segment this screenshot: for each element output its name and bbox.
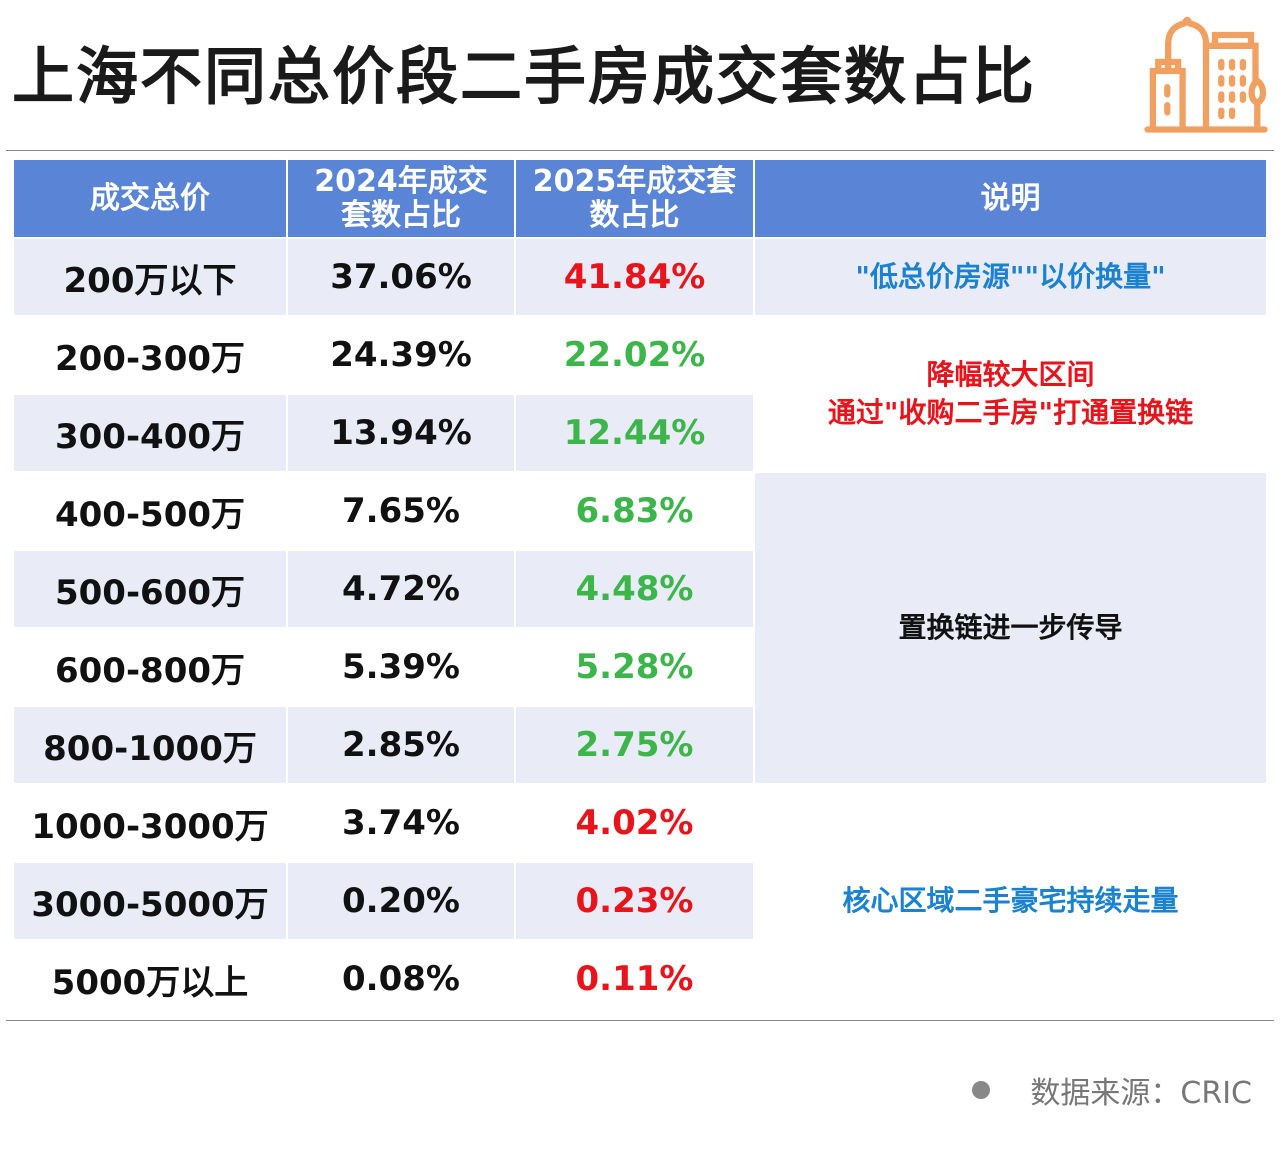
value-2024-cell: 5.39%: [342, 647, 460, 687]
header-line: 数占比: [589, 197, 680, 233]
header-line: 成交总价: [90, 180, 210, 216]
note-line: 降幅较大区间: [926, 358, 1095, 391]
source-note: 数据来源：CRIC: [972, 1068, 1252, 1112]
note-text: 降幅较大区间通过"收购二手房"打通置换链: [828, 356, 1193, 432]
note-text: "低总价房源""以价换量": [855, 258, 1165, 296]
city-buildings-icon: [1144, 16, 1268, 133]
value-2024-cell: 7.65%: [342, 491, 460, 531]
source-text: 数据来源：CRIC: [1030, 1076, 1252, 1111]
bullet-icon: [972, 1081, 991, 1099]
range-cell: 1000-3000万: [31, 806, 269, 847]
value-2025-cell: 41.84%: [516, 239, 753, 315]
column-header: 2025年成交套 数占比: [516, 160, 753, 237]
note-line: 通过"收购二手房"打通置换链: [827, 396, 1194, 429]
range-cell: 500-600万: [14, 551, 286, 627]
range-cell: 600-800万: [54, 650, 246, 691]
value-2024-cell: 4.72%: [288, 551, 514, 627]
column-header: 成交总价: [14, 160, 286, 237]
value-2025-cell: 4.48%: [516, 551, 753, 627]
value-2025-cell: 0.23%: [516, 863, 753, 939]
value-2024-cell: 0.08%: [342, 959, 460, 999]
range-cell: 200万以下: [14, 239, 286, 315]
range-cell: 300-400万: [14, 395, 286, 471]
column-header-text: 2024年成交 套数占比: [314, 163, 488, 233]
note-text: 核心区域二手豪宅持续走量: [842, 882, 1178, 920]
range-cell: 3000-5000万: [14, 863, 286, 939]
header-line: 说明: [980, 180, 1041, 216]
page-title: 上海不同总价段二手房成交套数占比: [12, 40, 1037, 113]
value-2025-cell: 2.75%: [516, 707, 753, 783]
value-2024-cell: 0.20%: [288, 863, 514, 939]
column-header-text: 成交总价: [90, 180, 210, 216]
note-line: 置换链进一步传导: [898, 611, 1123, 644]
top-divider: [6, 150, 1274, 151]
value-2025-cell: 0.11%: [575, 959, 694, 999]
value-2024-cell: 37.06%: [288, 239, 514, 315]
value-2025-cell: 22.02%: [563, 335, 706, 375]
note-cell: "低总价房源""以价换量": [755, 239, 1266, 315]
note-line: 核心区域二手豪宅持续走量: [842, 884, 1179, 917]
range-cell: 200-300万: [54, 338, 246, 379]
note-cell: 置换链进一步传导: [755, 473, 1266, 783]
range-cell: 5000万以上: [51, 962, 249, 1003]
value-2024-cell: 2.85%: [288, 707, 514, 783]
value-2025-cell: 12.44%: [516, 395, 753, 471]
value-2024-cell: 3.74%: [342, 803, 460, 843]
value-2025-cell: 5.28%: [575, 647, 694, 687]
value-2024-cell: 24.39%: [330, 335, 472, 375]
value-2024-cell: 13.94%: [288, 395, 514, 471]
header-line: 2025年成交套: [532, 163, 737, 199]
value-2025-cell: 6.83%: [575, 491, 694, 531]
column-header-text: 2025年成交套 数占比: [532, 163, 737, 233]
column-header: 2024年成交 套数占比: [288, 160, 514, 237]
note-cell: 核心区域二手豪宅持续走量: [755, 785, 1266, 1017]
note-text: 置换链进一步传导: [898, 609, 1122, 647]
column-header: 说明: [755, 160, 1266, 237]
range-cell: 400-500万: [54, 494, 246, 535]
bottom-divider: [6, 1020, 1274, 1021]
header-line: 套数占比: [341, 197, 461, 233]
note-line: "低总价房源""以价换量": [855, 260, 1166, 293]
range-cell: 800-1000万: [14, 707, 286, 783]
note-cell: 降幅较大区间通过"收购二手房"打通置换链: [755, 317, 1266, 471]
column-header-text: 说明: [980, 180, 1041, 216]
value-2025-cell: 4.02%: [575, 803, 694, 843]
header-line: 2024年成交: [314, 163, 488, 199]
